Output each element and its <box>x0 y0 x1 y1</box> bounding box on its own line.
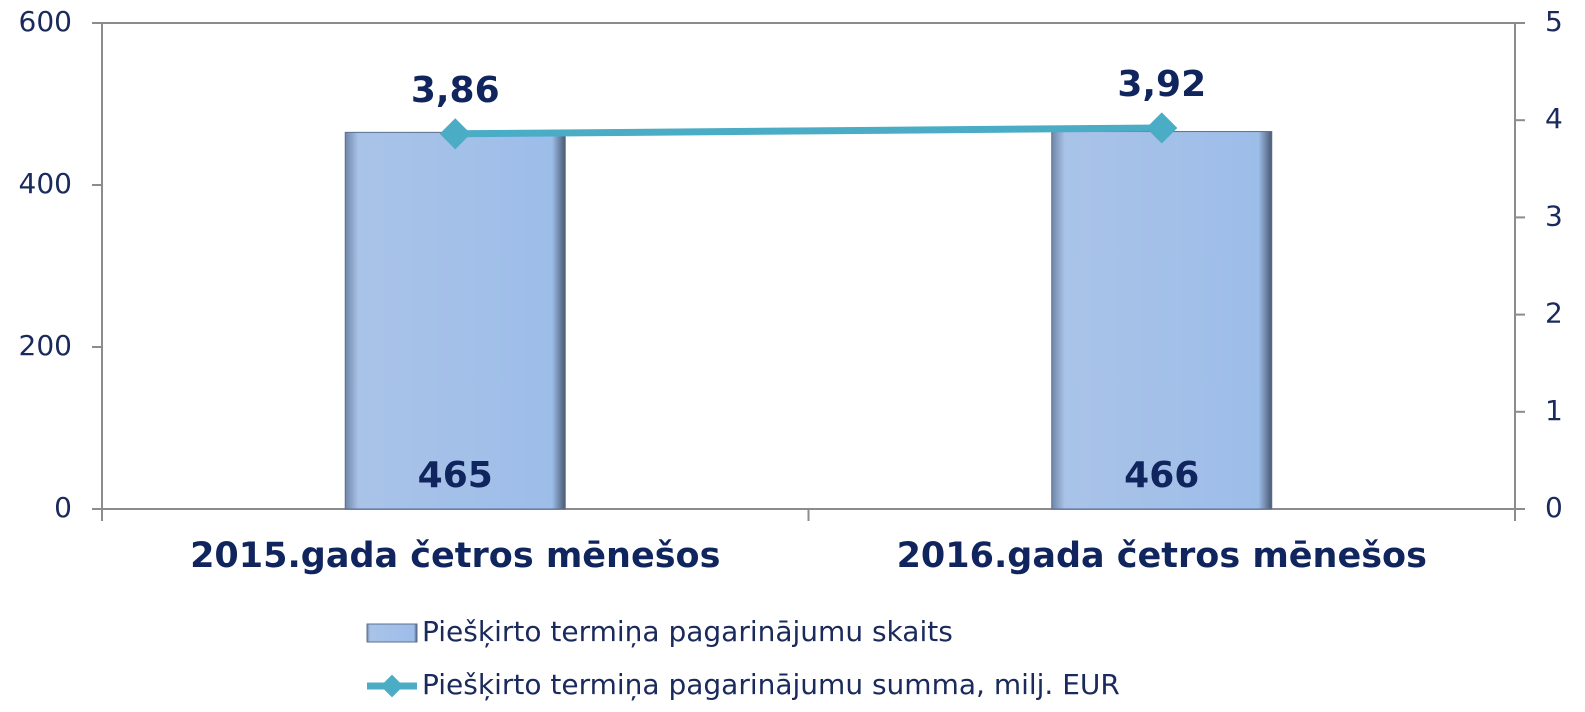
y2-tick-label: 0 <box>1545 491 1563 524</box>
bar-value-label: 466 <box>1124 455 1199 496</box>
y-tick-label: 200 <box>19 329 72 362</box>
legend-label: Piešķirto termiņa pagarinājumu skaits <box>422 615 953 648</box>
bar <box>1051 131 1273 510</box>
line-value-label: 3,92 <box>1117 64 1206 105</box>
bar-value-label: 465 <box>418 455 493 496</box>
y2-tick-label: 2 <box>1545 297 1563 330</box>
line-value-label: 3,86 <box>411 70 500 111</box>
legend-label: Piešķirto termiņa pagarinājumu summa, mi… <box>422 668 1120 701</box>
line-marker <box>439 118 471 150</box>
y2-tick-label: 3 <box>1545 199 1563 232</box>
legend-marker <box>380 674 404 698</box>
y2-tick-label: 5 <box>1545 5 1563 38</box>
y-tick-label: 400 <box>19 167 72 200</box>
y2-tick-label: 1 <box>1545 394 1563 427</box>
x-tick-label: 2015.gada četros mēnešos <box>190 536 720 576</box>
legend-swatch <box>366 623 418 643</box>
bar <box>344 131 566 510</box>
y2-tick-label: 4 <box>1545 102 1563 135</box>
y-tick-label: 0 <box>54 491 72 524</box>
y-tick-label: 600 <box>19 5 72 38</box>
line <box>455 124 1162 138</box>
x-tick-label: 2016.gada četros mēnešos <box>897 536 1427 576</box>
